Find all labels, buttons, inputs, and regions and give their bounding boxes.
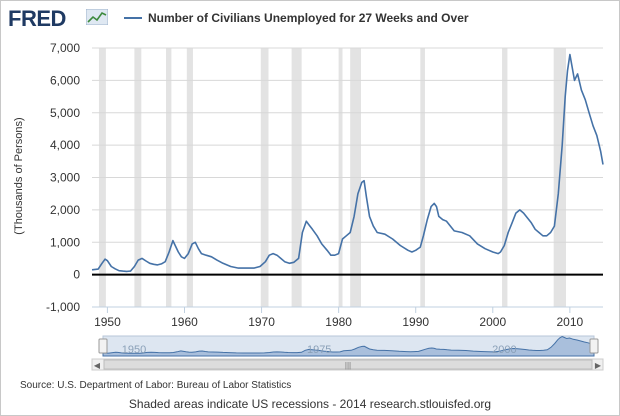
legend-swatch bbox=[124, 17, 142, 19]
source-note: Source: U.S. Department of Labor: Bureau… bbox=[20, 380, 292, 391]
legend-label: Number of Civilians Unemployed for 27 We… bbox=[148, 11, 469, 25]
legend[interactable]: Number of Civilians Unemployed for 27 We… bbox=[124, 11, 469, 25]
chart-line-icon bbox=[86, 9, 108, 25]
recession-footer-note: Shaded areas indicate US recessions - 20… bbox=[128, 397, 492, 411]
fred-logo[interactable]: FRED bbox=[8, 6, 66, 31]
